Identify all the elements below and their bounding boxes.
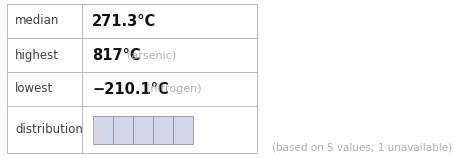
Text: (nitrogen): (nitrogen) [146, 84, 202, 94]
Text: −210.1°C: −210.1°C [92, 82, 168, 97]
Bar [7, 4, 257, 153]
Text: highest: highest [15, 48, 59, 62]
Text: (arsenic): (arsenic) [127, 50, 176, 60]
Bar [173, 116, 193, 144]
Bar [93, 116, 113, 144]
Text: (based on 5 values; 1 unavailable): (based on 5 values; 1 unavailable) [271, 142, 451, 152]
Text: median: median [15, 14, 59, 28]
Text: lowest: lowest [15, 83, 53, 96]
Text: distribution: distribution [15, 123, 83, 136]
Text: 817°C: 817°C [92, 48, 140, 62]
Text: 271.3°C: 271.3°C [92, 14, 156, 28]
Bar [113, 116, 133, 144]
Bar [133, 116, 153, 144]
Bar [153, 116, 173, 144]
